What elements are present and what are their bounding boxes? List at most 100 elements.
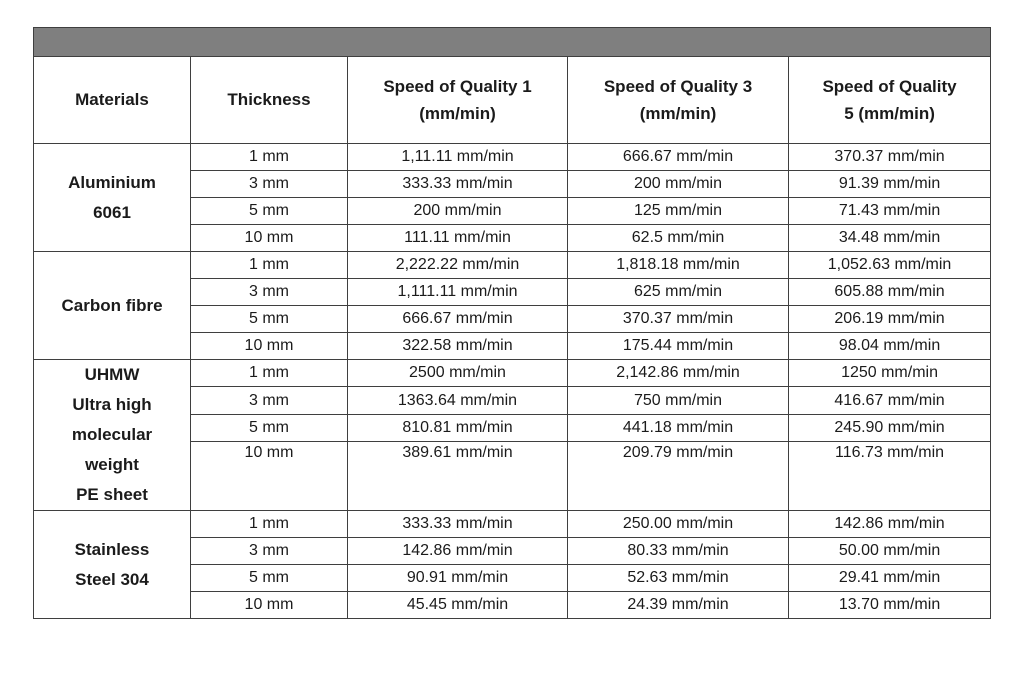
speed-q1-cell: 142.86 mm/min	[347, 537, 568, 565]
header-label-line1: Speed of Quality 3	[603, 76, 753, 96]
thickness-cell: 1 mm	[190, 143, 348, 171]
table-row: 10 mm 111.11 mm/min 62.5 mm/min 34.48 mm…	[34, 224, 992, 252]
table-row: 5 mm 90.91 mm/min 52.63 mm/min 29.41 mm/…	[34, 564, 992, 592]
table-row: 5 mm 810.81 mm/min 441.18 mm/min 245.90 …	[34, 413, 992, 443]
header-label-line1: Speed of Quality 1	[383, 76, 532, 96]
header-label: Thickness	[227, 90, 311, 110]
thickness-cell: 3 mm	[190, 386, 348, 415]
speed-q3-cell: 2,142.86 mm/min	[567, 358, 789, 388]
speed-q1-cell: 1,111.11 mm/min	[347, 278, 568, 306]
speed-q5-cell: 206.19 mm/min	[787, 305, 992, 333]
header-label: Materials	[75, 90, 149, 110]
table-row: 10 mm 322.58 mm/min 175.44 mm/min 98.04 …	[34, 332, 992, 360]
header-cell-speed-quality-5: Speed of Quality 5 (mm/min)	[787, 56, 992, 144]
material-cell-aluminium-6061: Aluminium 6061	[33, 143, 191, 252]
material-line: PE sheet	[76, 485, 148, 504]
speed-q5-cell: 34.48 mm/min	[787, 224, 992, 252]
header-label-line2: (mm/min)	[419, 104, 496, 123]
speed-q3-cell: 125 mm/min	[567, 197, 789, 225]
speed-q5-cell: 29.41 mm/min	[787, 564, 992, 592]
speed-q1-cell: 2500 mm/min	[347, 358, 568, 388]
speed-q3-cell: 666.67 mm/min	[567, 143, 789, 171]
cutting-speed-table: Materials Thickness Speed of Quality 1 (…	[32, 27, 992, 619]
speed-q5-cell: 50.00 mm/min	[787, 537, 992, 565]
speed-q5-cell: 416.67 mm/min	[787, 386, 992, 415]
speed-q5-cell: 13.70 mm/min	[787, 591, 992, 619]
speed-q1-cell: 333.33 mm/min	[347, 510, 568, 538]
speed-q3-cell: 80.33 mm/min	[567, 537, 789, 565]
material-cell-uhmw-pe-sheet: UHMW Ultra high molecular weight PE shee…	[33, 359, 191, 511]
speed-q1-cell: 666.67 mm/min	[347, 305, 568, 333]
thickness-cell: 5 mm	[190, 564, 348, 592]
table-row: UHMW Ultra high molecular weight PE shee…	[33, 358, 992, 511]
speed-q3-cell: 250.00 mm/min	[567, 510, 789, 538]
speed-q3-cell: 625 mm/min	[567, 278, 789, 306]
material-line: Steel 304	[75, 569, 149, 589]
table-row: 10 mm 45.45 mm/min 24.39 mm/min 13.70 mm…	[34, 591, 992, 619]
speed-q5-cell: 71.43 mm/min	[787, 197, 992, 225]
thickness-cell: 10 mm	[190, 441, 348, 511]
thickness-cell: 1 mm	[190, 358, 348, 388]
table-row: Carbon fibre 1 mm 2,222.22 mm/min 1,818.…	[33, 251, 992, 360]
table-row: 5 mm 200 mm/min 125 mm/min 71.43 mm/min	[34, 197, 992, 225]
speed-q1-cell: 45.45 mm/min	[347, 591, 568, 619]
speed-q5-cell: 1,052.63 mm/min	[787, 251, 992, 279]
material-cell-stainless-steel-304: Stainless Steel 304	[33, 510, 191, 619]
speed-q1-cell: 1,11.11 mm/min	[347, 143, 568, 171]
table-row: Stainless Steel 304 1 mm 333.33 mm/min 2…	[33, 510, 992, 619]
table-row: 3 mm 1363.64 mm/min 750 mm/min 416.67 mm…	[34, 386, 992, 415]
thickness-cell: 10 mm	[190, 332, 348, 360]
speed-q3-cell: 750 mm/min	[567, 386, 789, 415]
table-top-bar	[32, 27, 992, 57]
speed-q1-cell: 810.81 mm/min	[347, 413, 568, 443]
header-label-line1: Speed of Quality	[822, 76, 957, 96]
speed-q1-cell: 322.58 mm/min	[347, 332, 568, 360]
table-top-bar-row	[32, 27, 992, 57]
table-row: Aluminium 6061 1 mm 1,11.11 mm/min 666.6…	[33, 143, 992, 252]
speed-q1-cell: 90.91 mm/min	[347, 564, 568, 592]
speed-q5-cell: 91.39 mm/min	[787, 170, 992, 198]
speed-q1-cell: 333.33 mm/min	[347, 170, 568, 198]
speed-q5-cell: 605.88 mm/min	[787, 278, 992, 306]
table-row: 3 mm 333.33 mm/min 200 mm/min 91.39 mm/m…	[34, 170, 992, 198]
speed-q3-cell: 52.63 mm/min	[567, 564, 789, 592]
header-cell-speed-quality-1: Speed of Quality 1 (mm/min)	[347, 56, 568, 144]
material-line: weight	[85, 455, 139, 474]
speed-q1-cell: 389.61 mm/min	[347, 441, 568, 511]
speed-q1-cell: 111.11 mm/min	[347, 224, 568, 252]
thickness-cell: 3 mm	[190, 278, 348, 306]
speed-q1-cell: 200 mm/min	[347, 197, 568, 225]
speed-q3-cell: 200 mm/min	[567, 170, 789, 198]
speed-q5-cell: 98.04 mm/min	[787, 332, 992, 360]
speed-q3-cell: 441.18 mm/min	[567, 413, 789, 443]
thickness-cell: 1 mm	[190, 251, 348, 279]
speed-q5-cell: 1250 mm/min	[787, 358, 992, 388]
table-row: 3 mm 1,111.11 mm/min 625 mm/min 605.88 m…	[34, 278, 992, 306]
header-cell-thickness: Thickness	[190, 56, 348, 144]
header-cell-materials: Materials	[33, 56, 191, 144]
thickness-cell: 3 mm	[190, 537, 348, 565]
thickness-cell: 1 mm	[190, 510, 348, 538]
speed-q1-cell: 1363.64 mm/min	[347, 386, 568, 415]
thickness-cell: 10 mm	[190, 591, 348, 619]
speed-q3-cell: 1,818.18 mm/min	[567, 251, 789, 279]
thickness-cell: 3 mm	[190, 170, 348, 198]
material-line: molecular	[71, 425, 153, 444]
header-label-line2: (mm/min)	[639, 104, 717, 123]
material-line: Aluminium	[68, 172, 156, 192]
thickness-cell: 5 mm	[190, 413, 348, 443]
material-line: Stainless	[74, 539, 150, 559]
table-row: 5 mm 666.67 mm/min 370.37 mm/min 206.19 …	[34, 305, 992, 333]
speed-q5-cell: 370.37 mm/min	[787, 143, 992, 171]
thickness-cell: 10 mm	[190, 224, 348, 252]
speed-q3-cell: 24.39 mm/min	[567, 591, 789, 619]
speed-q3-cell: 62.5 mm/min	[567, 224, 789, 252]
material-line: 6061	[93, 202, 131, 222]
speed-q3-cell: 370.37 mm/min	[567, 305, 789, 333]
header-label-line2: 5 (mm/min)	[844, 104, 935, 123]
table-header-row: Materials Thickness Speed of Quality 1 (…	[33, 56, 992, 144]
speed-q3-cell: 175.44 mm/min	[567, 332, 789, 360]
thickness-cell: 5 mm	[190, 197, 348, 225]
material-line: Ultra high	[72, 395, 152, 414]
